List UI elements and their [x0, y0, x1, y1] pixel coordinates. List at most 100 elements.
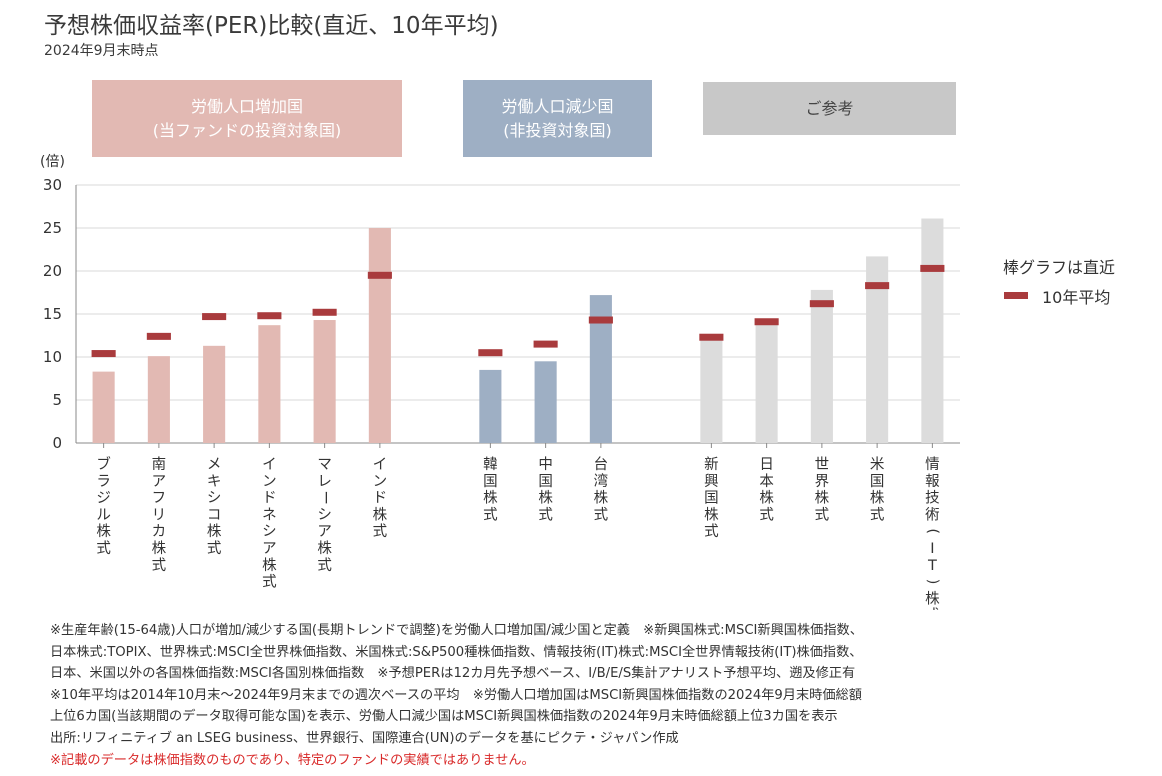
svg-text:株: 株	[759, 490, 774, 507]
group-header-increasing-line2: (当ファンドの投資対象国)	[152, 120, 342, 140]
avg-marker	[367, 271, 392, 279]
svg-text:式: 式	[207, 540, 222, 557]
svg-text:日: 日	[759, 457, 774, 473]
svg-text:メ: メ	[207, 457, 222, 473]
svg-text:国: 国	[538, 474, 553, 490]
svg-text:イ: イ	[373, 457, 388, 473]
avg-marker	[865, 282, 890, 290]
footnote-line: 上位6カ国(当該期間のデータ取得可能な国)を表示、労働人口減少国はMSCI新興国…	[50, 709, 838, 725]
y-tick-label: 5	[52, 391, 62, 409]
legend-average-marker	[1004, 292, 1028, 299]
svg-text:式: 式	[538, 506, 553, 523]
legend-bar-label: 棒グラフは直近	[1003, 258, 1115, 277]
svg-text:本: 本	[759, 473, 774, 490]
svg-text:シ: シ	[207, 491, 222, 507]
svg-text:株: 株	[262, 557, 277, 574]
group-header-increasing-line1: 労働人口増加国	[190, 97, 303, 117]
svg-text:ジ: ジ	[96, 491, 111, 507]
y-tick-label: 15	[43, 305, 62, 323]
avg-marker	[202, 313, 227, 321]
bar-current	[258, 325, 281, 443]
x-tick-label: 新興国株式	[704, 456, 719, 540]
footnote-line: 出所:リフィニティブ an LSEG business、世界銀行、国際連合(UN…	[50, 730, 679, 746]
svg-text:式: 式	[870, 506, 885, 523]
svg-text:ン: ン	[262, 474, 277, 490]
svg-text:国: 国	[704, 491, 719, 507]
svg-text:ラ: ラ	[96, 474, 111, 490]
svg-text:新: 新	[704, 456, 719, 473]
svg-text:カ: カ	[152, 524, 167, 540]
svg-text:技: 技	[925, 490, 940, 507]
svg-text:株: 株	[483, 490, 498, 507]
svg-text:株: 株	[317, 540, 332, 557]
footnotes: ※生産年齢(15-64歳)人口が増加/減少する国(長期トレンドで調整)を労働人口…	[50, 620, 863, 771]
svg-text:術: 術	[925, 506, 940, 523]
group-header-reference: ご参考	[703, 82, 956, 135]
svg-text:コ: コ	[207, 507, 222, 523]
avg-marker	[533, 340, 558, 348]
svg-text:株: 株	[152, 540, 167, 557]
svg-text:ネ: ネ	[262, 506, 277, 523]
svg-text:(: (	[924, 528, 940, 534]
svg-text:式: 式	[152, 557, 167, 574]
legend-average-label: 10年平均	[1042, 288, 1110, 307]
bar-current	[92, 371, 115, 443]
svg-text:マ: マ	[317, 457, 332, 473]
svg-text:界: 界	[815, 474, 830, 490]
svg-text:リ: リ	[152, 507, 167, 523]
svg-text:式: 式	[262, 574, 277, 591]
svg-text:株: 株	[704, 506, 719, 523]
svg-text:株: 株	[594, 490, 609, 507]
svg-text:情: 情	[925, 456, 940, 473]
svg-text:株: 株	[373, 506, 388, 523]
bar-current	[589, 295, 612, 443]
bar-current	[700, 338, 723, 443]
group-header-increasing: 労働人口増加国 (当ファンドの投資対象国)	[92, 80, 402, 157]
bar-current	[534, 361, 557, 443]
y-tick-label: 30	[43, 176, 62, 194]
svg-text:式: 式	[96, 540, 111, 557]
svg-text:韓: 韓	[483, 456, 498, 473]
bar-current	[479, 369, 502, 443]
svg-text:ア: ア	[317, 524, 332, 540]
page-subtitle: 2024年9月末時点	[44, 43, 159, 59]
x-tick-label: 世界株式	[815, 456, 830, 523]
svg-text:シ: シ	[262, 524, 277, 540]
svg-text:I: I	[930, 541, 934, 557]
x-tick-label: 情報技術 (IT) 株式	[924, 456, 940, 610]
x-tick-label: 米国株式	[870, 456, 885, 523]
bar-current	[810, 289, 833, 443]
svg-text:キ: キ	[207, 474, 222, 490]
svg-text:ア: ア	[152, 474, 167, 490]
svg-text:世: 世	[815, 456, 830, 473]
y-axis-label: (倍)	[40, 154, 65, 170]
avg-marker	[91, 350, 116, 358]
avg-marker	[312, 308, 337, 316]
bar-current	[921, 218, 944, 443]
avg-marker	[699, 333, 724, 341]
svg-text:ル: ル	[96, 507, 111, 523]
group-header-decreasing-line2: (非投資対象国)	[503, 120, 612, 140]
svg-text:興: 興	[704, 473, 719, 490]
svg-text:南: 南	[152, 456, 167, 473]
svg-text:湾: 湾	[594, 473, 609, 490]
legend: 棒グラフは直近 10年平均	[1003, 258, 1115, 307]
svg-text:ド: ド	[373, 491, 388, 507]
svg-text:式: 式	[759, 506, 774, 523]
avg-marker	[920, 264, 945, 272]
y-tick-label: 20	[43, 262, 62, 280]
svg-text:シ: シ	[317, 507, 332, 523]
bar-current	[755, 324, 778, 443]
svg-text:株: 株	[538, 490, 553, 507]
svg-text:ー: ー	[317, 490, 333, 505]
bar-current	[203, 345, 226, 443]
y-tick-label: 25	[43, 219, 62, 237]
svg-text:式: 式	[704, 523, 719, 540]
avg-marker	[257, 312, 282, 320]
